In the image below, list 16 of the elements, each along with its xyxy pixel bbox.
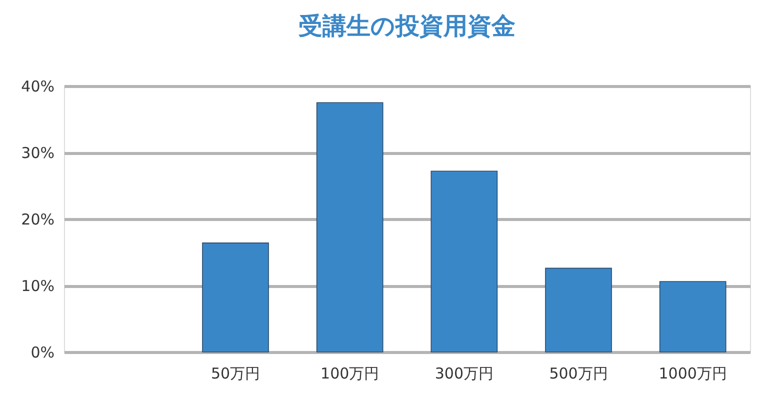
x-tick-label: 500万円 <box>549 364 608 382</box>
y-tick-label: 20% <box>21 210 54 228</box>
chart-title: 受講生の投資用資金 <box>298 12 516 40</box>
x-tick-label: 50万円 <box>210 364 260 382</box>
y-tick-label: 10% <box>21 277 54 295</box>
bar <box>545 268 612 352</box>
y-tick-label: 40% <box>21 78 54 96</box>
x-tick-label: 1000万円 <box>658 364 727 382</box>
bar <box>430 170 498 352</box>
y-tick-label: 30% <box>21 144 54 162</box>
bar <box>659 281 726 352</box>
bar <box>202 242 269 352</box>
x-tick-label: 100万円 <box>320 364 380 382</box>
x-tick-label: 300万円 <box>434 364 494 382</box>
y-tick-label: 0% <box>30 344 54 362</box>
bar <box>316 102 384 352</box>
